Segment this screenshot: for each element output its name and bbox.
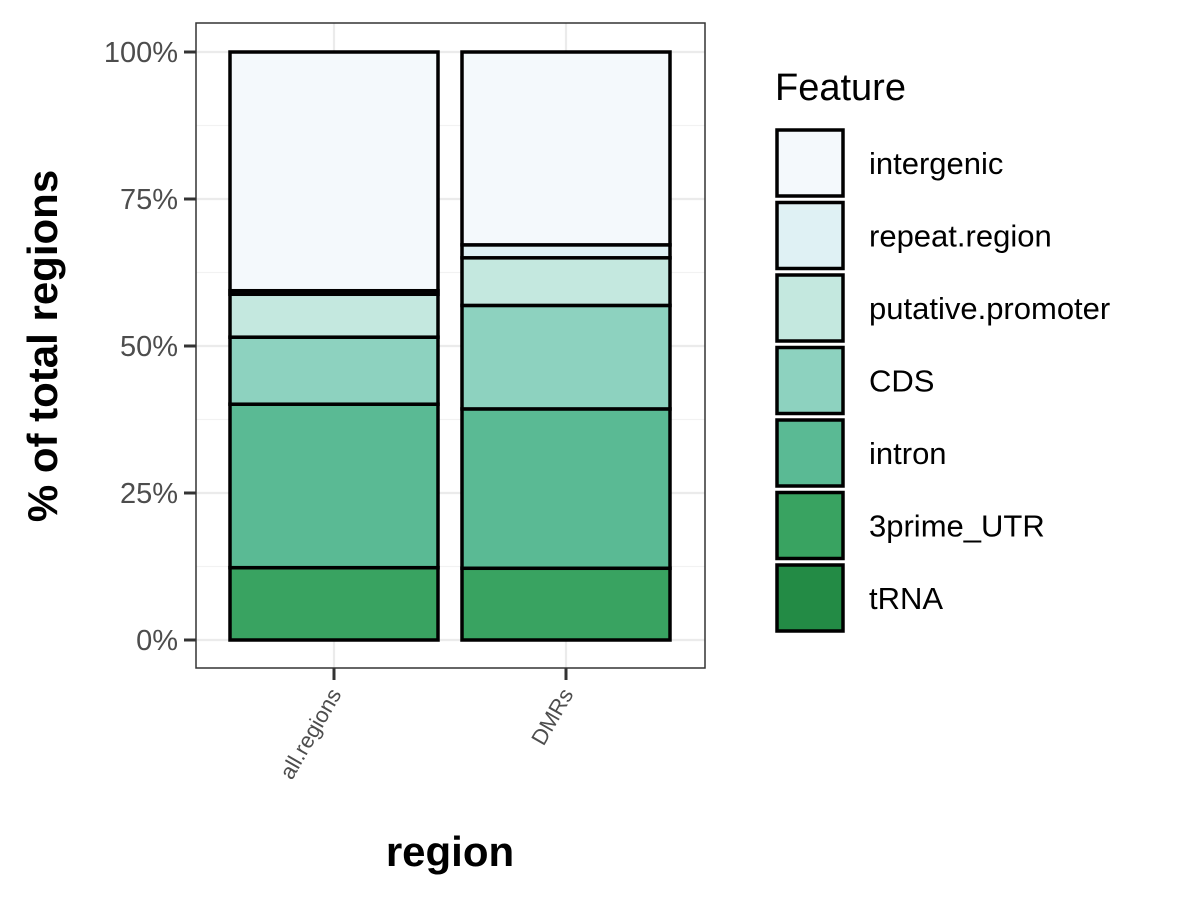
y-tick-label: 100% bbox=[104, 37, 178, 69]
legend-label: repeat.region bbox=[869, 219, 1052, 254]
bar-segment-putative.promoter bbox=[228, 292, 440, 339]
y-tick-label: 0% bbox=[136, 625, 178, 657]
x-tick-label: all.regions bbox=[275, 684, 347, 783]
legend-title: Feature bbox=[775, 67, 906, 109]
bar-stack-all.regions bbox=[228, 50, 440, 642]
legend-item-repeat.region: repeat.region bbox=[775, 200, 1052, 271]
legend-swatch bbox=[775, 563, 845, 633]
legend-swatch bbox=[775, 128, 845, 198]
legend-label: intron bbox=[869, 436, 947, 471]
legend-swatch bbox=[775, 345, 845, 416]
legend-swatch bbox=[775, 273, 845, 343]
bar-segment-intergenic bbox=[228, 50, 440, 293]
legend-item-tRNA: tRNA bbox=[775, 563, 943, 633]
bar-segment-intron bbox=[460, 407, 672, 571]
legend-swatch bbox=[775, 418, 845, 488]
legend-label: putative.promoter bbox=[869, 291, 1110, 326]
bar-segment-putative.promoter bbox=[460, 256, 672, 308]
x-tick-label: DMRs bbox=[526, 684, 578, 749]
legend-swatch bbox=[775, 200, 845, 271]
bar-segment-3prime_UTR bbox=[460, 566, 672, 642]
x-axis-title: region bbox=[386, 828, 514, 875]
y-tick-label: 75% bbox=[120, 184, 178, 216]
x-axis: all.regions DMRs bbox=[275, 668, 578, 783]
bar-segment-3prime_UTR bbox=[228, 565, 440, 642]
bar-segment-intron bbox=[228, 402, 440, 570]
bars bbox=[228, 50, 672, 642]
bar-segment-repeat.region bbox=[460, 243, 672, 260]
bar-segment-intergenic bbox=[460, 50, 672, 247]
bar-segment-CDS bbox=[228, 335, 440, 406]
legend-item-intergenic: intergenic bbox=[775, 128, 1003, 198]
legend-label: 3prime_UTR bbox=[869, 509, 1045, 544]
legend-item-putative.promoter: putative.promoter bbox=[775, 273, 1110, 343]
legend-item-intron: intron bbox=[775, 418, 947, 488]
bar-stack-DMRs bbox=[460, 50, 672, 642]
y-axis-title: % of total regions bbox=[19, 170, 66, 522]
legend-item-CDS: CDS bbox=[775, 345, 934, 416]
legend-swatch bbox=[775, 490, 845, 561]
legend-label: tRNA bbox=[869, 581, 943, 616]
y-axis: 0% 25% 50% 75% 100% bbox=[104, 37, 196, 657]
legend-label: intergenic bbox=[869, 146, 1003, 181]
legend: intergenic repeat.region putative.promoter… bbox=[775, 128, 1110, 633]
bar-segment-CDS bbox=[460, 303, 672, 411]
legend-item-3prime_UTR: 3prime_UTR bbox=[775, 490, 1045, 561]
legend-label: CDS bbox=[869, 364, 934, 399]
y-tick-label: 50% bbox=[120, 331, 178, 363]
y-tick-label: 25% bbox=[120, 478, 178, 510]
